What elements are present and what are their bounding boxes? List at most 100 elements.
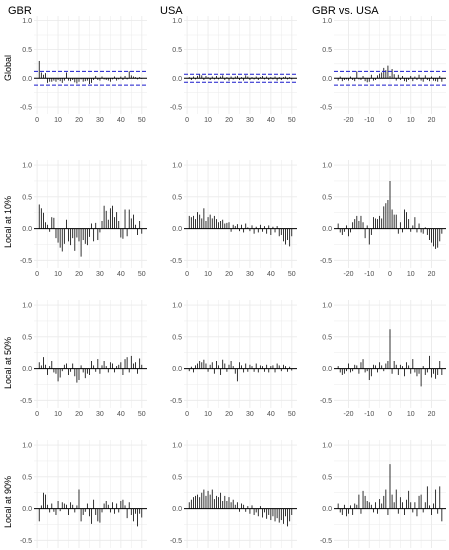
- x-tick-label: 0: [35, 411, 39, 418]
- y-tick-label: 1.0: [322, 163, 332, 170]
- x-tick-label: 30: [96, 271, 104, 278]
- x-tick-label: 20: [75, 117, 83, 124]
- x-tick-label: -20: [343, 271, 353, 278]
- panel-2-1: 1.0 0.5 0.0 -0.50 10 20 30 40 50: [170, 300, 297, 418]
- x-tick-label: 40: [117, 411, 125, 418]
- y-tick-label: 0.0: [322, 226, 332, 233]
- y-tick-label: 0.0: [322, 76, 332, 83]
- panel-0-2: 1.0 0.5 0.0 -0.5 -20 -10 0 10 20: [320, 16, 446, 124]
- y-tick-label: -0.5: [170, 105, 182, 112]
- y-tick-label: 0.0: [22, 76, 32, 83]
- y-tick-label: -0.5: [170, 538, 182, 545]
- column-title-usa: USA: [160, 5, 183, 17]
- x-tick-label: 30: [96, 117, 104, 124]
- x-tick-label: 10: [204, 411, 212, 418]
- y-tick-label: 1.0: [22, 443, 32, 450]
- x-tick-label: 50: [288, 411, 296, 418]
- x-tick-label: 40: [267, 117, 275, 124]
- y-tick-label: 0.5: [22, 47, 32, 54]
- x-tick-label: 0: [185, 117, 189, 124]
- y-tick-label: -0.5: [320, 398, 332, 405]
- panel-2-0: 1.0 0.5 0.0 -0.50 10 20 30 40 50: [20, 300, 147, 418]
- x-tick-label: 10: [204, 271, 212, 278]
- y-tick-label: 0.5: [22, 474, 32, 481]
- y-tick-label: 1.0: [172, 303, 182, 310]
- y-tick-label: 1.0: [172, 18, 182, 25]
- x-tick-label: 10: [407, 117, 415, 124]
- x-tick-label: 10: [407, 271, 415, 278]
- y-tick-label: 1.0: [172, 443, 182, 450]
- panel-1-2: 1.0 0.5 0.0 -0.5 -20 -10 0 10 20: [320, 160, 446, 278]
- row-label-local-90: Local at 90%: [3, 476, 13, 528]
- column-title-gbr-vs-usa: GBR vs. USA: [312, 5, 379, 17]
- x-tick-label: 30: [96, 411, 104, 418]
- x-tick-label: 50: [138, 117, 146, 124]
- panel-2-2: 1.0 0.5 0.0 -0.5 -20 -10 0 10 20: [320, 300, 446, 418]
- y-tick-label: -0.5: [320, 105, 332, 112]
- x-tick-label: 20: [225, 117, 233, 124]
- x-tick-label: 0: [35, 271, 39, 278]
- x-tick-label: 0: [388, 411, 392, 418]
- x-tick-label: 30: [246, 271, 254, 278]
- x-tick-label: -10: [364, 411, 374, 418]
- x-tick-label: 20: [428, 411, 436, 418]
- y-tick-label: 0.0: [22, 366, 32, 373]
- x-tick-label: 50: [288, 271, 296, 278]
- y-tick-label: 0.0: [172, 506, 182, 513]
- x-tick-label: 40: [117, 271, 125, 278]
- x-tick-label: -20: [343, 411, 353, 418]
- x-tick-label: 10: [54, 117, 62, 124]
- x-tick-label: 50: [288, 117, 296, 124]
- y-tick-label: 0.5: [322, 47, 332, 54]
- x-tick-label: -20: [343, 117, 353, 124]
- y-tick-label: -0.5: [320, 258, 332, 265]
- x-tick-label: 20: [75, 271, 83, 278]
- y-tick-label: 0.5: [172, 47, 182, 54]
- y-tick-label: 1.0: [22, 303, 32, 310]
- y-tick-label: 0.5: [322, 194, 332, 201]
- panel-0-0: 1.0 0.5 0.0 -0.50 10 20 30 40 50: [20, 16, 147, 124]
- x-tick-label: 40: [267, 271, 275, 278]
- x-tick-label: 20: [225, 411, 233, 418]
- y-tick-label: 0.5: [22, 334, 32, 341]
- y-tick-label: 1.0: [172, 163, 182, 170]
- x-tick-label: 40: [117, 117, 125, 124]
- x-tick-label: 10: [54, 411, 62, 418]
- y-tick-label: -0.5: [20, 105, 32, 112]
- y-tick-label: 1.0: [22, 18, 32, 25]
- x-tick-label: 0: [35, 117, 39, 124]
- panel-1-0: 1.0 0.5 0.0 -0.50 10 20 30 40 50: [20, 160, 147, 278]
- x-tick-label: 10: [407, 411, 415, 418]
- y-tick-label: 0.5: [322, 334, 332, 341]
- row-label-local-50: Local at 50%: [3, 337, 13, 389]
- panel-grid: 1.00.50.0-0.50 10 20 30 40 501.00.50.0-0.50 10…: [20, 16, 446, 548]
- x-tick-label: 0: [388, 271, 392, 278]
- x-tick-label: -10: [364, 271, 374, 278]
- row-label-global: Global: [3, 55, 13, 81]
- x-tick-label: -10: [364, 117, 374, 124]
- y-tick-label: 0.0: [22, 506, 32, 513]
- x-tick-label: 20: [428, 117, 436, 124]
- y-tick-label: 0.5: [322, 474, 332, 481]
- x-tick-label: 20: [75, 411, 83, 418]
- row-label-local-10: Local at 10%: [3, 196, 13, 248]
- y-tick-label: -0.5: [170, 398, 182, 405]
- column-title-gbr: GBR: [8, 5, 32, 17]
- y-tick-label: -0.5: [170, 258, 182, 265]
- x-tick-label: 30: [246, 117, 254, 124]
- y-tick-label: 0.5: [172, 474, 182, 481]
- x-tick-label: 50: [138, 411, 146, 418]
- y-tick-label: -0.5: [20, 538, 32, 545]
- y-tick-label: 1.0: [322, 303, 332, 310]
- y-tick-label: 1.0: [22, 163, 32, 170]
- y-tick-label: 0.5: [22, 194, 32, 201]
- y-tick-label: 0.0: [172, 76, 182, 83]
- x-tick-label: 10: [54, 271, 62, 278]
- y-tick-label: 0.0: [172, 226, 182, 233]
- x-tick-label: 30: [246, 411, 254, 418]
- y-tick-label: 0.5: [172, 334, 182, 341]
- x-tick-label: 20: [225, 271, 233, 278]
